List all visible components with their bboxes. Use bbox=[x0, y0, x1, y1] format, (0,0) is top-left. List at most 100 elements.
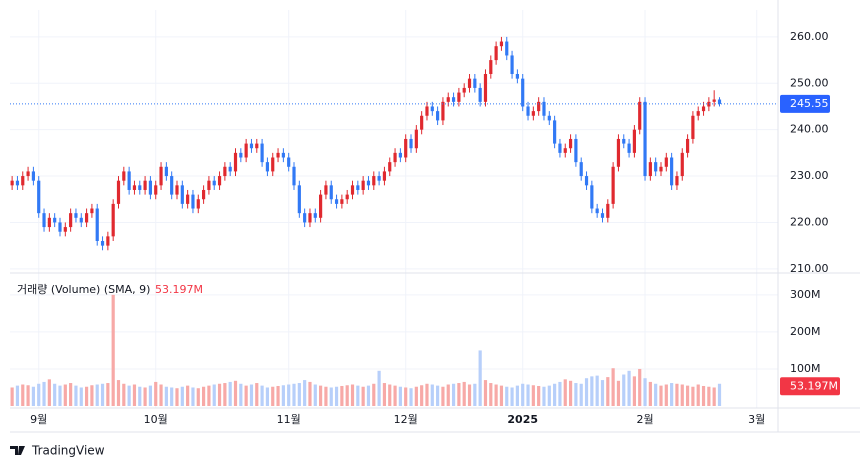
candle-body bbox=[69, 213, 73, 228]
volume-bar bbox=[10, 387, 14, 406]
volume-bar bbox=[377, 370, 381, 406]
candle-body bbox=[670, 157, 674, 186]
volume-bar bbox=[643, 378, 647, 406]
candle-body bbox=[260, 143, 264, 163]
volume-bar bbox=[654, 383, 658, 406]
volume-bar bbox=[127, 385, 131, 406]
candle-body bbox=[499, 41, 504, 47]
candle-body bbox=[643, 101, 647, 177]
volume-bar bbox=[170, 387, 174, 406]
candle-body bbox=[276, 152, 280, 158]
volume-bar bbox=[521, 383, 525, 406]
volume-bar bbox=[707, 386, 711, 406]
candle-body bbox=[436, 111, 440, 121]
candle-body bbox=[568, 138, 573, 149]
candle-body bbox=[526, 106, 530, 116]
candle-body bbox=[31, 171, 35, 181]
candle-body bbox=[313, 213, 317, 218]
volume-bar bbox=[595, 375, 599, 406]
candle-body bbox=[616, 138, 621, 167]
candle-body bbox=[122, 171, 126, 181]
volume-bar bbox=[313, 384, 317, 406]
candle-body bbox=[207, 180, 211, 190]
volume-bar bbox=[319, 385, 323, 406]
volume-bar bbox=[542, 386, 546, 406]
volume-bar bbox=[382, 383, 387, 406]
candle-body bbox=[707, 101, 711, 107]
volume-bar bbox=[430, 384, 434, 406]
volume-bar bbox=[553, 383, 557, 406]
volume-bar bbox=[42, 381, 46, 406]
candle-body bbox=[372, 176, 376, 186]
candle-body bbox=[574, 138, 578, 163]
candle-body bbox=[116, 180, 121, 204]
y2-tick-label: 300M bbox=[790, 288, 821, 301]
candle-body bbox=[446, 97, 450, 102]
candle-body bbox=[622, 138, 626, 144]
volume-bar bbox=[164, 386, 168, 406]
candle-body bbox=[542, 101, 546, 116]
volume-bar bbox=[515, 385, 519, 406]
volume-legend-value: 53.197M bbox=[155, 283, 203, 296]
candle-body bbox=[361, 180, 365, 190]
candle-body bbox=[717, 99, 722, 104]
volume-bar bbox=[111, 294, 115, 406]
y-tick-label: 240.00 bbox=[790, 123, 829, 136]
candle-body bbox=[590, 185, 594, 209]
candle-body bbox=[148, 180, 153, 195]
volume-bar bbox=[74, 385, 78, 406]
volume-bar bbox=[154, 381, 158, 406]
volume-bar bbox=[63, 384, 67, 406]
candle-body bbox=[127, 171, 131, 190]
candle-body bbox=[531, 111, 535, 116]
candle-body bbox=[228, 166, 232, 172]
candle-body bbox=[297, 185, 301, 214]
volume-bar bbox=[180, 386, 184, 406]
volume-bar bbox=[340, 385, 344, 406]
candle-body bbox=[292, 166, 296, 186]
candle-body bbox=[377, 176, 381, 181]
candle-body bbox=[553, 120, 557, 144]
candle-body bbox=[457, 92, 461, 102]
candle-body bbox=[654, 162, 658, 172]
y-tick-label: 210.00 bbox=[790, 262, 829, 275]
candle-body bbox=[547, 115, 551, 121]
volume-legend: 거래량 (Volume) (SMA, 9) bbox=[17, 283, 150, 296]
candle-body bbox=[606, 203, 610, 218]
volume-bar bbox=[483, 380, 488, 406]
volume-bar bbox=[228, 381, 232, 406]
volume-bar bbox=[457, 383, 461, 406]
volume-bar bbox=[600, 380, 605, 406]
candle-body bbox=[483, 74, 488, 102]
volume-bar bbox=[186, 385, 190, 406]
candle-body bbox=[154, 185, 158, 195]
candle-body bbox=[249, 143, 254, 149]
candle-body bbox=[111, 203, 115, 237]
volume-bar bbox=[21, 384, 25, 406]
candle-body bbox=[388, 162, 392, 172]
y-tick-label: 230.00 bbox=[790, 169, 829, 182]
volume-bar bbox=[685, 385, 690, 406]
volume-bar bbox=[217, 383, 222, 406]
volume-bar bbox=[233, 380, 238, 406]
candle-body bbox=[10, 180, 14, 186]
candle-body bbox=[638, 101, 642, 130]
candle-body bbox=[685, 138, 690, 153]
volume-bar bbox=[670, 383, 674, 406]
volume-bar bbox=[265, 387, 270, 406]
x-tick-label: 3월 bbox=[748, 413, 765, 426]
candle-body bbox=[675, 176, 679, 186]
volume-bar bbox=[568, 380, 573, 406]
volume-bar bbox=[159, 384, 163, 406]
candle-body bbox=[494, 46, 498, 61]
candle-body bbox=[510, 55, 514, 75]
volume-bar bbox=[26, 385, 30, 406]
volume-bar bbox=[148, 385, 153, 406]
volume-bar bbox=[100, 383, 105, 406]
volume-bar bbox=[436, 385, 440, 406]
candle-body bbox=[239, 152, 243, 158]
volume-bar bbox=[37, 383, 41, 406]
volume-bar bbox=[276, 385, 280, 406]
candle-body bbox=[281, 152, 285, 158]
candle-body bbox=[420, 115, 424, 130]
